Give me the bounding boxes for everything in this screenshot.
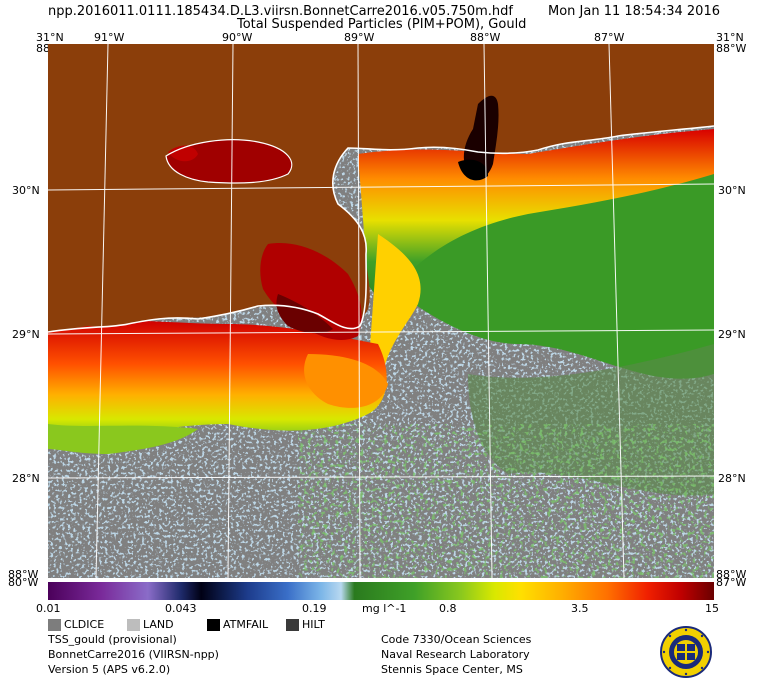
colorbar-tick-0-19: 0.19: [302, 602, 327, 615]
legend-label-atmfail: ATMFAIL: [223, 618, 269, 631]
colorbar-tick-15: 15: [705, 602, 719, 615]
lon-label-87w: 87°W: [594, 31, 625, 44]
filename-title: npp.2016011.0111.185434.D.L3.viirsn.Bonn…: [48, 4, 513, 19]
footer-left-line-2: BonnetCarre2016 (VIIRSN-npp): [48, 648, 219, 661]
legend-swatch-land: [127, 619, 140, 631]
footer-left-line-1: TSS_gould (provisional): [48, 633, 177, 646]
corner-label-top-right-b: 88°W: [716, 42, 747, 55]
datetime-label: Mon Jan 11 18:54:34 2016: [548, 4, 720, 19]
product-title: Total Suspended Particles (PIM+POM), Gou…: [237, 17, 527, 32]
lon-label-89w: 89°W: [344, 31, 375, 44]
footer-right-line-3: Stennis Space Center, MS: [381, 663, 523, 676]
colorbar: [48, 582, 714, 600]
map-image: [48, 44, 714, 578]
colorbar-tick-3-5: 3.5: [571, 602, 589, 615]
lat-label-left-29n: 29°N: [12, 328, 40, 341]
legend-swatch-hilt: [286, 619, 299, 631]
colorbar-tick-0-043: 0.043: [165, 602, 197, 615]
lon-label-90w: 90°W: [222, 31, 253, 44]
corner-label-top-right: 31°N: [716, 31, 744, 44]
footer-right-line-1: Code 7330/Ocean Sciences: [381, 633, 532, 646]
lon-label-91w: 91°W: [94, 31, 125, 44]
footer-right-line-2: Naval Research Laboratory: [381, 648, 530, 661]
lat-label-left-28n: 28°N: [12, 472, 40, 485]
corner-label-bottom-right-b: 87°W: [716, 576, 747, 589]
corner-label-bottom-left-b: 80°W: [8, 576, 39, 589]
corner-label-top-left: 31°N: [36, 31, 64, 44]
lat-label-right-29n: 29°N: [718, 328, 746, 341]
lon-label-88w: 88°W: [470, 31, 501, 44]
legend-label-cldice: CLDICE: [64, 618, 105, 631]
footer-left-line-3: Version 5 (APS v6.2.0): [48, 663, 171, 676]
legend-label-hilt: HILT: [302, 618, 325, 631]
colorbar-tick-0-8: 0.8: [439, 602, 457, 615]
lat-label-right-28n: 28°N: [718, 472, 746, 485]
nrl-seal-logo: [660, 626, 712, 678]
colorbar-units: mg l^-1: [362, 602, 407, 615]
lat-label-left-30n: 30°N: [12, 184, 40, 197]
legend-label-land: LAND: [143, 618, 174, 631]
satellite-map[interactable]: [48, 44, 714, 578]
lat-label-right-30n: 30°N: [718, 184, 746, 197]
corner-label-bottom-right: 88°W: [716, 568, 747, 581]
legend-swatch-cldice: [48, 619, 61, 631]
colorbar-tick-0-01: 0.01: [36, 602, 61, 615]
corner-label-bottom-left: 88°W: [8, 568, 39, 581]
legend-swatch-atmfail: [207, 619, 220, 631]
